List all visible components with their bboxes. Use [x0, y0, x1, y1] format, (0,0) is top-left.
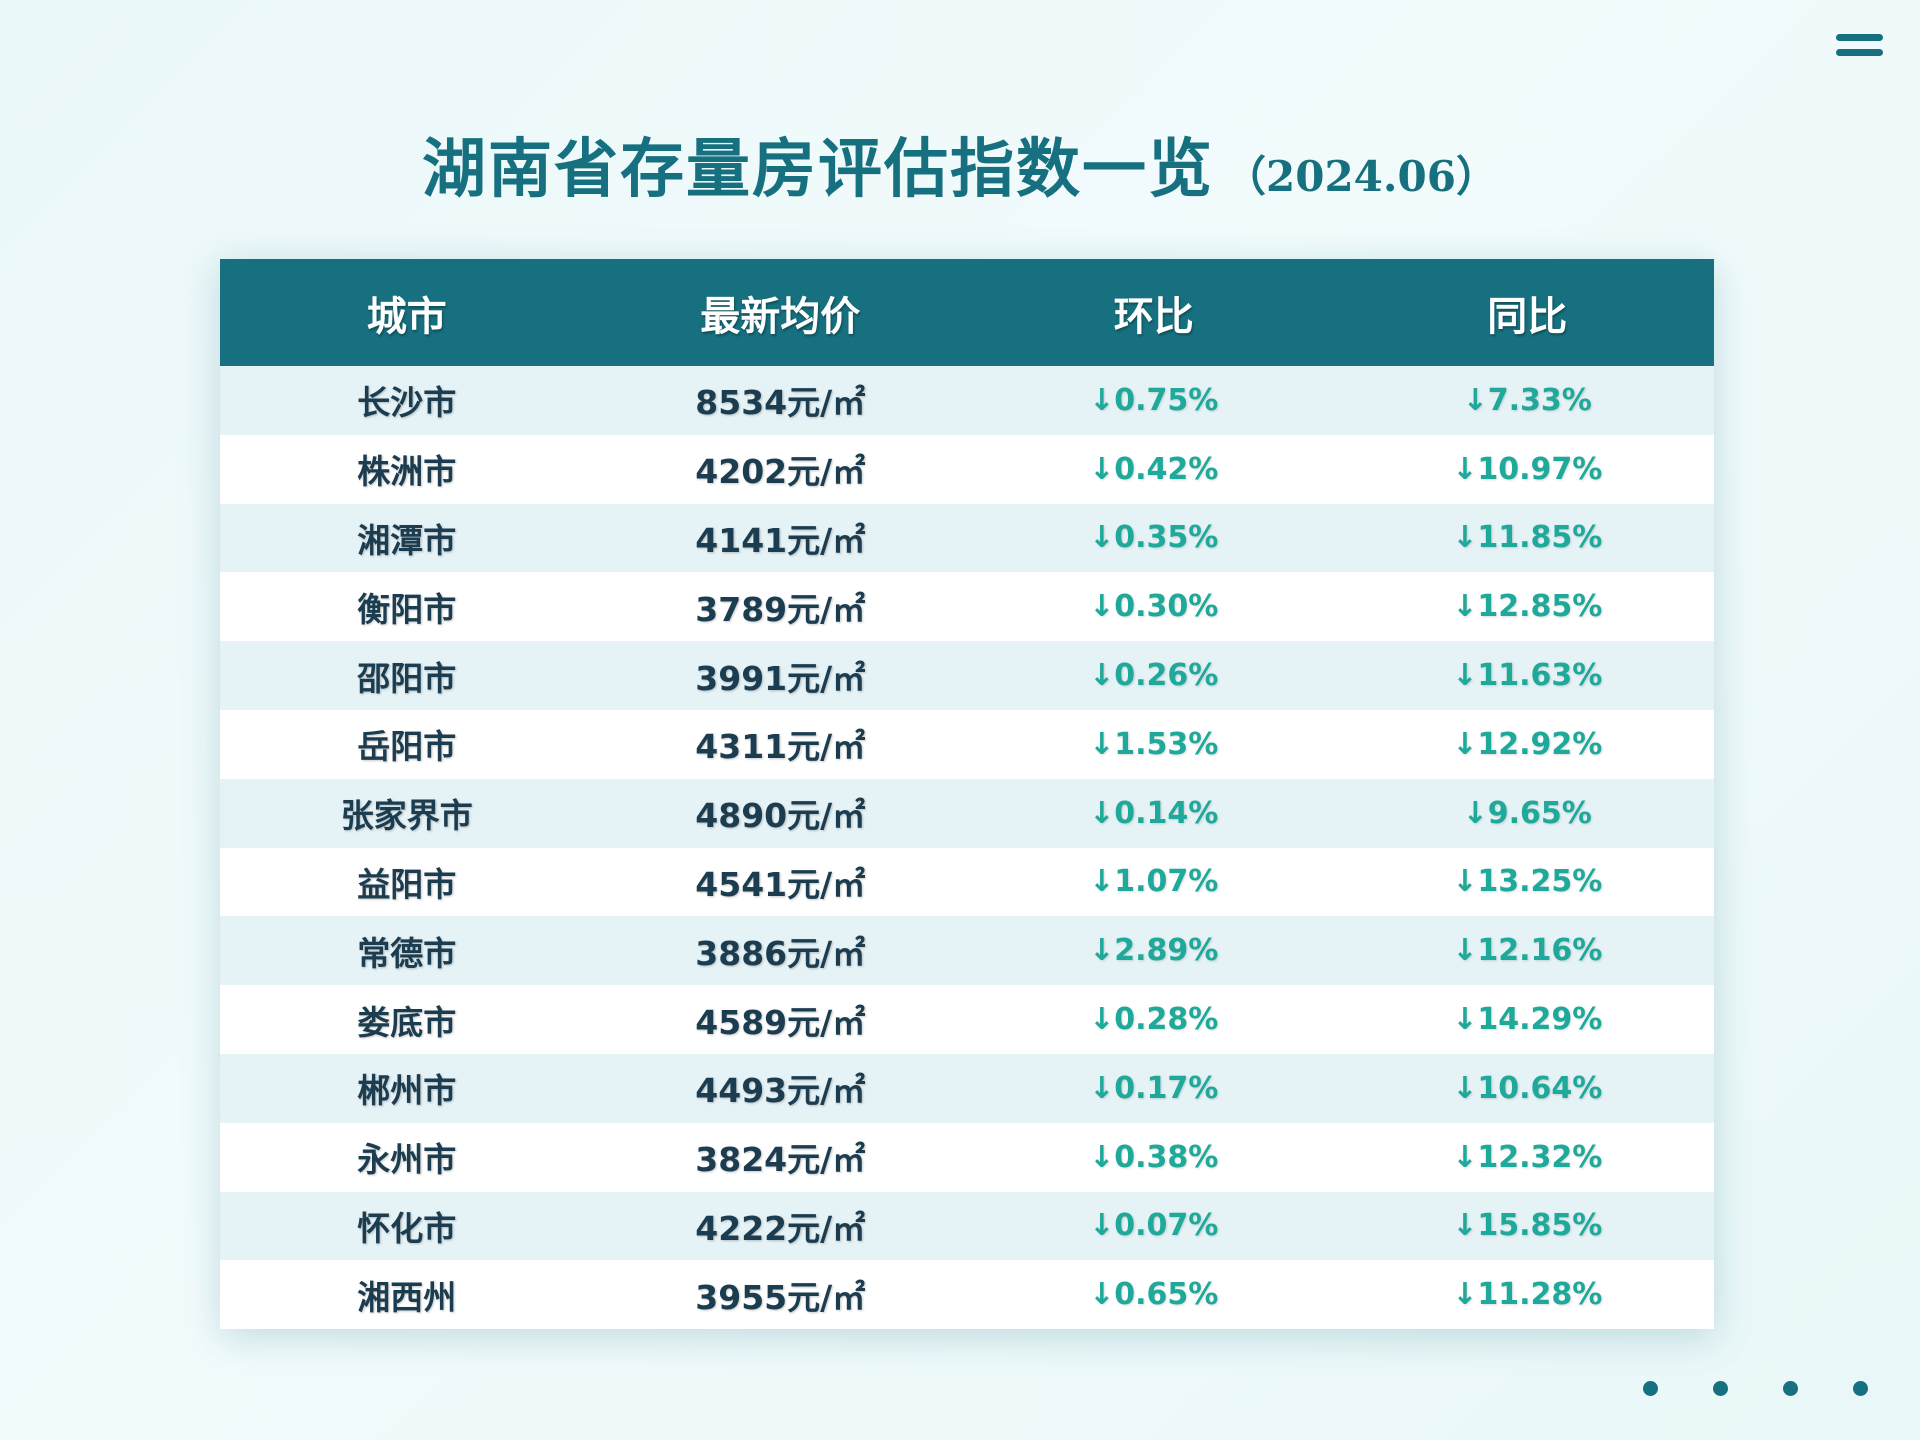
dot-indicator[interactable]: [1713, 1381, 1728, 1396]
price-cell: 3886元/㎡: [695, 933, 866, 973]
table-row: 张家界市 4890元/㎡ ↓0.14% ↓9.65%: [220, 778, 1714, 848]
city-cell: 长沙市: [357, 383, 457, 423]
table-row: 湘潭市 4141元/㎡ ↓0.35% ↓11.85%: [220, 503, 1714, 573]
price-cell: 4141元/㎡: [695, 520, 866, 560]
city-cell: 郴州市: [357, 1071, 457, 1111]
yoy-cell: ↓10.97%: [1452, 451, 1603, 487]
yoy-cell: ↓12.32%: [1452, 1139, 1603, 1175]
mom-cell: ↓0.14%: [1089, 795, 1219, 831]
table-row: 湘西州 3955元/㎡ ↓0.65% ↓11.28%: [220, 1260, 1714, 1330]
header-year-on-year: 同比: [1487, 293, 1568, 340]
city-cell: 邵阳市: [357, 658, 457, 698]
yoy-cell: ↓11.63%: [1452, 658, 1603, 694]
menu-icon-bar: [1836, 34, 1883, 41]
city-cell: 湘西州: [357, 1277, 457, 1317]
mom-cell: ↓0.07%: [1089, 1208, 1219, 1244]
table-row: 益阳市 4541元/㎡ ↓1.07% ↓13.25%: [220, 847, 1714, 917]
city-cell: 株洲市: [357, 452, 457, 492]
price-cell: 8534元/㎡: [695, 383, 866, 423]
price-cell: 3789元/㎡: [695, 589, 866, 629]
city-cell: 怀化市: [357, 1208, 457, 1248]
city-cell: 娄底市: [357, 1002, 457, 1042]
price-cell: 4541元/㎡: [695, 864, 866, 904]
table-row: 衡阳市 3789元/㎡ ↓0.30% ↓12.85%: [220, 572, 1714, 642]
pagination-dots: [1643, 1381, 1868, 1397]
yoy-cell: ↓12.92%: [1452, 726, 1603, 762]
table-row: 岳阳市 4311元/㎡ ↓1.53% ↓12.92%: [220, 709, 1714, 779]
price-cell: 4493元/㎡: [695, 1071, 866, 1111]
mom-cell: ↓0.28%: [1089, 1002, 1219, 1038]
price-cell: 4311元/㎡: [695, 727, 866, 767]
price-cell: 3991元/㎡: [695, 658, 866, 698]
table-header-row: 城市 最新均价 环比 同比: [220, 259, 1714, 366]
yoy-cell: ↓11.85%: [1452, 520, 1603, 556]
price-cell: 3955元/㎡: [695, 1277, 866, 1317]
city-cell: 益阳市: [357, 864, 457, 904]
dot-indicator[interactable]: [1783, 1381, 1798, 1396]
yoy-cell: ↓12.16%: [1452, 933, 1603, 969]
page-title-main: 湖南省存量房评估指数一览: [422, 132, 1215, 207]
price-cell: 4890元/㎡: [695, 796, 866, 836]
mom-cell: ↓1.53%: [1089, 726, 1219, 762]
page-title-date: （2024.06）: [1224, 152, 1498, 201]
price-cell: 3824元/㎡: [695, 1140, 866, 1180]
yoy-cell: ↓10.64%: [1452, 1070, 1603, 1106]
price-cell: 4202元/㎡: [695, 452, 866, 492]
menu-icon-bar: [1836, 49, 1883, 56]
dot-indicator[interactable]: [1853, 1381, 1868, 1396]
mom-cell: ↓1.07%: [1089, 864, 1219, 900]
yoy-cell: ↓11.28%: [1452, 1277, 1603, 1313]
header-month-on-month: 环比: [1113, 293, 1194, 340]
city-cell: 衡阳市: [357, 589, 457, 629]
mom-cell: ↓0.30%: [1089, 589, 1219, 625]
table-row: 株洲市 4202元/㎡ ↓0.42% ↓10.97%: [220, 434, 1714, 504]
mom-cell: ↓0.35%: [1089, 520, 1219, 556]
menu-icon[interactable]: [1836, 34, 1883, 56]
header-latest-price: 最新均价: [700, 293, 861, 340]
mom-cell: ↓0.42%: [1089, 451, 1219, 487]
price-index-table: 城市 最新均价 环比 同比 长沙市 8534元/㎡ ↓0.75% ↓7.33% …: [220, 259, 1714, 1330]
city-cell: 湘潭市: [357, 520, 457, 560]
page-title: 湖南省存量房评估指数一览 （2024.06）: [0, 118, 1920, 210]
yoy-cell: ↓12.85%: [1452, 589, 1603, 625]
city-cell: 张家界市: [340, 796, 473, 836]
table-row: 郴州市 4493元/㎡ ↓0.17% ↓10.64%: [220, 1053, 1714, 1123]
mom-cell: ↓0.26%: [1089, 658, 1219, 694]
table-row: 娄底市 4589元/㎡ ↓0.28% ↓14.29%: [220, 985, 1714, 1054]
yoy-cell: ↓14.29%: [1452, 1002, 1603, 1038]
city-cell: 常德市: [357, 933, 457, 973]
yoy-cell: ↓9.65%: [1462, 795, 1592, 831]
table-row: 怀化市 4222元/㎡ ↓0.07% ↓15.85%: [220, 1191, 1714, 1261]
table-row: 永州市 3824元/㎡ ↓0.38% ↓12.32%: [220, 1122, 1714, 1192]
table-row: 长沙市 8534元/㎡ ↓0.75% ↓7.33%: [220, 366, 1714, 435]
mom-cell: ↓0.65%: [1089, 1277, 1219, 1313]
city-cell: 岳阳市: [357, 727, 457, 767]
price-cell: 4589元/㎡: [695, 1002, 866, 1042]
table-row: 常德市 3886元/㎡ ↓2.89% ↓12.16%: [220, 916, 1714, 986]
yoy-cell: ↓7.33%: [1462, 382, 1592, 418]
price-cell: 4222元/㎡: [695, 1208, 866, 1248]
mom-cell: ↓0.17%: [1089, 1070, 1219, 1106]
header-city: 城市: [366, 293, 447, 340]
mom-cell: ↓2.89%: [1089, 933, 1219, 969]
table-row: 邵阳市 3991元/㎡ ↓0.26% ↓11.63%: [220, 641, 1714, 710]
yoy-cell: ↓15.85%: [1452, 1208, 1603, 1244]
dot-indicator[interactable]: [1643, 1381, 1658, 1396]
mom-cell: ↓0.75%: [1089, 382, 1219, 418]
mom-cell: ↓0.38%: [1089, 1139, 1219, 1175]
yoy-cell: ↓13.25%: [1452, 864, 1603, 900]
city-cell: 永州市: [357, 1140, 457, 1180]
